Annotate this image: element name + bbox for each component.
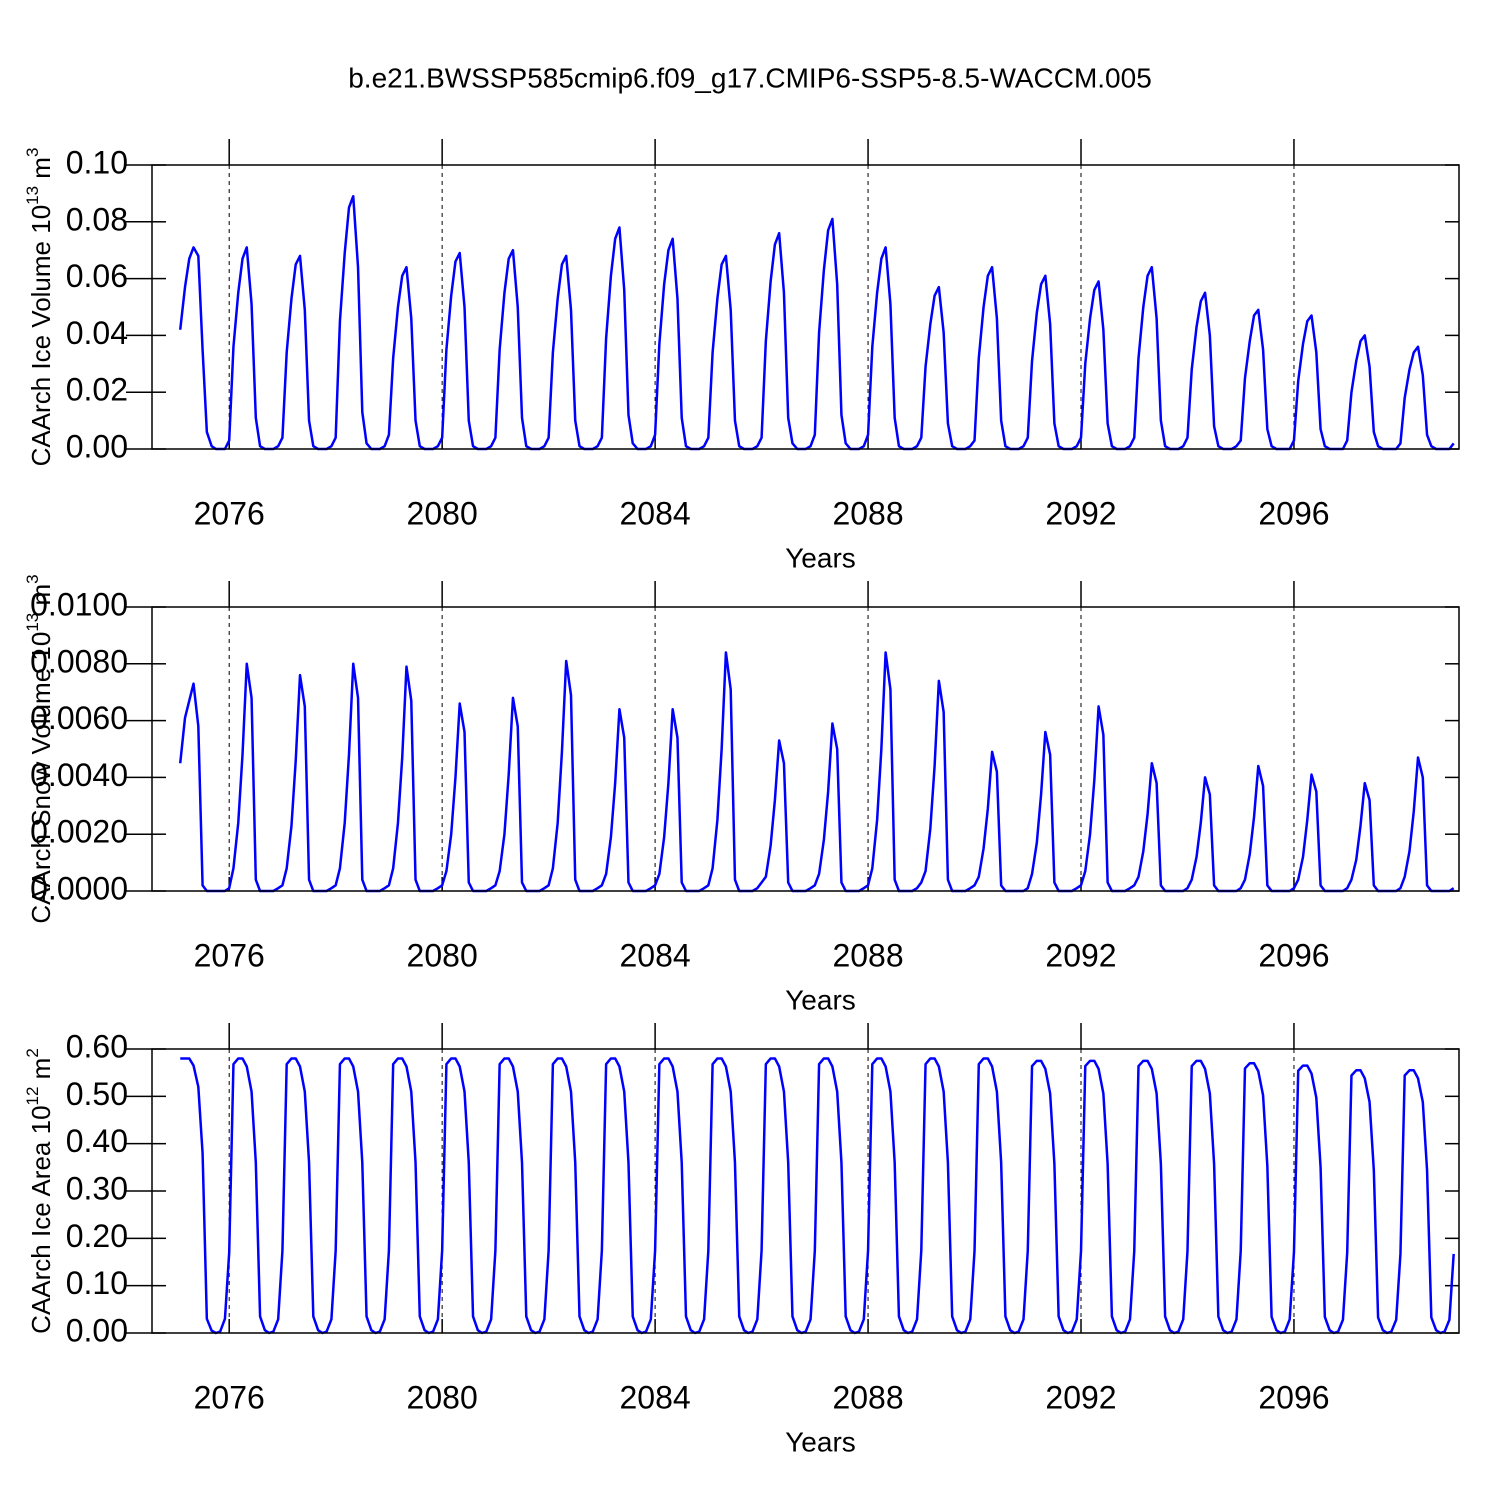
- panel: 2076 2080 2084 2088 2092 2096 Years 0.0000 0.002…: [23, 574, 1460, 1015]
- x-tick-label: 2088: [832, 495, 903, 531]
- y-tick-label: 0.0040: [30, 757, 128, 793]
- data-line: [178, 194, 1455, 451]
- y-axis-title-unit-exponent: 2: [23, 1048, 42, 1057]
- x-tick-label: 2092: [1045, 1379, 1116, 1415]
- y-tick-label: 0.00: [66, 428, 128, 464]
- y-tick-label: 0.60: [66, 1028, 128, 1064]
- y-tick-label: 0.0100: [30, 586, 128, 622]
- x-tick-label: 2076: [194, 1379, 265, 1415]
- y-axis-title-unit-exponent: 3: [23, 148, 42, 157]
- y-tick-label: 0.0080: [30, 643, 128, 679]
- x-tick-label: 2080: [407, 937, 478, 973]
- data-line: [180, 1057, 1455, 1335]
- y-tick-label: 0.0000: [30, 870, 128, 906]
- y-tick-label: 0.00: [66, 1312, 128, 1348]
- y-axis-title-text: CAArch Snow Volume 10: [26, 632, 56, 924]
- x-axis-title: Years: [785, 1426, 856, 1457]
- y-axis-title-exponent: 13: [23, 613, 42, 632]
- y-axis-title-exponent: 12: [23, 1087, 42, 1106]
- y-tick-label: 0.10: [66, 1265, 128, 1301]
- y-axis-title-unit: m: [26, 1058, 56, 1087]
- x-tick-label: 2088: [832, 1379, 903, 1415]
- plot-frame: [151, 164, 1460, 450]
- y-tick-label: 0.02: [66, 372, 128, 408]
- panel: 2076 2080 2084 2088 2092 2096 Years 0.00 0.02 0.0…: [23, 139, 1460, 573]
- y-axis-title-unit: m: [26, 584, 56, 613]
- y-axis-title: CAArch Ice Area 1012 m2: [23, 1048, 56, 1334]
- y-axis-title: CAArch Ice Volume 1013 m3: [23, 148, 56, 467]
- y-tick-label: 0.30: [66, 1170, 128, 1206]
- y-tick-label: 0.20: [66, 1218, 128, 1254]
- plot-frame: [151, 1048, 1460, 1334]
- x-tick-label: 2096: [1258, 937, 1329, 973]
- x-tick-label: 2084: [620, 1379, 691, 1415]
- y-tick-label: 0.0060: [30, 700, 128, 736]
- x-axis-title: Years: [785, 984, 856, 1015]
- y-tick-label: 0.0020: [30, 814, 128, 850]
- y-axis-title-text: CAArch Ice Volume 10: [26, 205, 56, 467]
- x-tick-label: 2076: [194, 937, 265, 973]
- x-tick-label: 2080: [407, 495, 478, 531]
- x-tick-label: 2092: [1045, 495, 1116, 531]
- data-line: [178, 651, 1455, 893]
- y-tick-label: 0.50: [66, 1076, 128, 1112]
- x-tick-label: 2096: [1258, 495, 1329, 531]
- x-tick-label: 2092: [1045, 937, 1116, 973]
- x-tick-label: 2076: [194, 495, 265, 531]
- y-axis-title-text: CAArch Ice Area 10: [26, 1105, 56, 1333]
- y-axis-title-exponent: 13: [23, 186, 42, 205]
- x-tick-label: 2080: [407, 1379, 478, 1415]
- x-tick-label: 2096: [1258, 1379, 1329, 1415]
- y-tick-label: 0.08: [66, 201, 128, 237]
- y-axis-title-unit: m: [26, 157, 56, 186]
- y-tick-label: 0.04: [66, 315, 128, 351]
- y-tick-label: 0.10: [66, 144, 128, 180]
- panel: 2076 2080 2084 2088 2092 2096 Years 0.00 0.10 0.2…: [23, 1023, 1460, 1457]
- y-tick-label: 0.40: [66, 1123, 128, 1159]
- x-tick-label: 2088: [832, 937, 903, 973]
- y-tick-label: 0.06: [66, 258, 128, 294]
- x-tick-label: 2084: [620, 937, 691, 973]
- x-axis-title: Years: [785, 542, 856, 573]
- plot-frame: [151, 606, 1460, 892]
- chart-title: b.e21.BWSSP585cmip6.f09_g17.CMIP6-SSP5-8…: [348, 62, 1152, 93]
- y-axis-title-unit-exponent: 3: [23, 574, 42, 583]
- x-tick-label: 2084: [620, 495, 691, 531]
- y-axis-title: CAArch Snow Volume 1013 m3: [23, 574, 56, 923]
